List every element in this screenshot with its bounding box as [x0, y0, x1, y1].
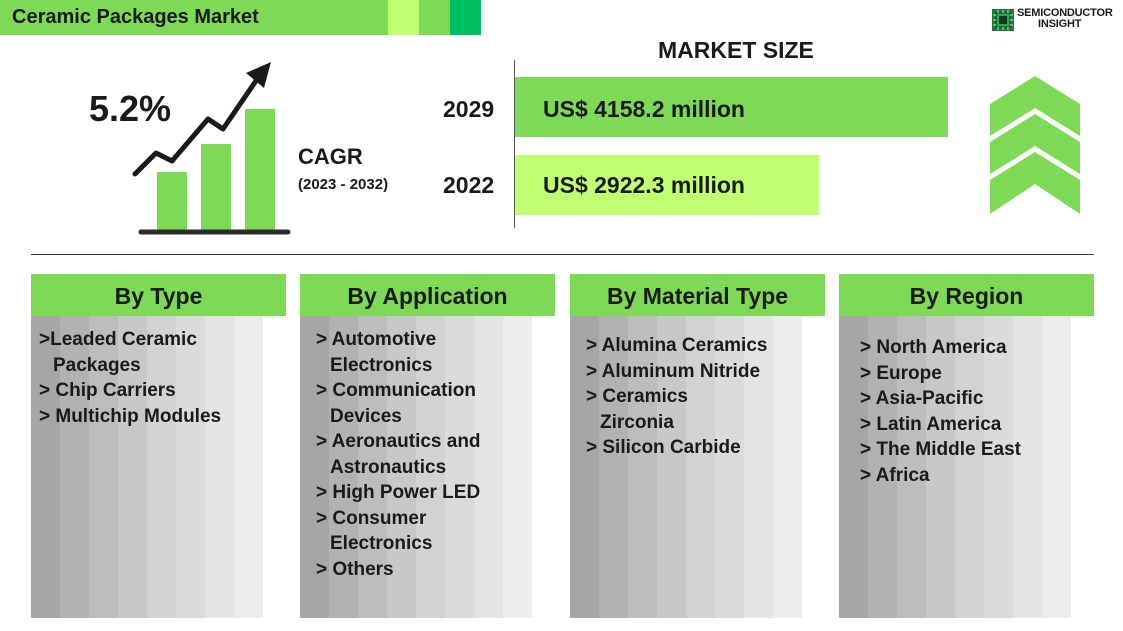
growth-bar-2 — [201, 144, 231, 230]
segment-header: By Application — [300, 274, 555, 316]
segment-list-item: > Others — [316, 558, 394, 580]
segment-list-item: > Communication — [316, 380, 476, 401]
segment-list: > North America > Europe > Asia-Pacific > L… — [860, 335, 1021, 488]
trend-line — [132, 69, 265, 177]
segment-body — [31, 316, 286, 618]
market-bar-label-2029: US$ 4158.2 million — [543, 96, 745, 122]
brand-logo: SEMICONDUCTOR INSIGHT — [992, 7, 1122, 33]
segment-header: By Type — [31, 274, 286, 316]
banner-decoration-dark — [450, 0, 481, 35]
segment-list-item: > Multichip Modules — [39, 405, 222, 427]
growth-bar-3 — [245, 109, 275, 230]
chip-icon — [992, 9, 1014, 31]
market-size-title: MARKET SIZE — [658, 37, 814, 63]
segment-list-item: Electronics — [330, 533, 433, 554]
cagr-period: (2023 - 2032) — [298, 176, 389, 193]
segment-title: By Material Type — [606, 283, 789, 309]
segment-list-item: > Asia-Pacific — [860, 388, 984, 409]
segment-list-item: Packages — [53, 354, 141, 376]
segment-list-item: Zirconia — [600, 411, 674, 433]
market-bar-2022: US$ 2922.3 million — [515, 155, 819, 215]
segment-body — [300, 316, 555, 618]
segment-header: By Material Type — [570, 274, 825, 316]
segment-list-item: > The Middle East — [860, 439, 1022, 460]
segment-list: > Alumina Ceramics > Aluminum Nitride > Ce… — [586, 333, 767, 461]
segment-list-item: > High Power LED — [316, 482, 481, 503]
segment-list-item: > Europe — [860, 362, 942, 384]
market-year-2029: 2029 — [443, 96, 495, 122]
segment-title: By Region — [909, 283, 1024, 309]
segment-list-item: > Automotive — [316, 329, 437, 350]
segment-list-item: > Aluminum Nitride — [586, 360, 761, 382]
segment-list-item: > Africa — [860, 464, 930, 486]
segment-title: By Application — [347, 283, 508, 309]
segment-by-material-type: By Material Type > Alumina Ceramics > Alu… — [570, 274, 825, 618]
segment-list-item: Devices — [330, 405, 402, 427]
segment-title: By Type — [114, 283, 203, 309]
title-banner: Ceramic Packages Market — [0, 0, 388, 35]
section-divider — [31, 254, 1094, 255]
logo-text-line1: SEMICONDUCTOR — [1017, 7, 1113, 19]
segment-list-item: > Aeronautics and — [316, 431, 481, 452]
segment-list-item: Astronautics — [330, 456, 447, 478]
segment-list-item: > North America — [860, 337, 1007, 358]
segment-list-item: > Latin America — [860, 413, 1002, 435]
page-title: Ceramic Packages Market — [12, 6, 259, 28]
segment-body — [570, 316, 825, 618]
segment-list-item: >Leaded Ceramic — [39, 329, 197, 350]
chevron-up-icon — [990, 76, 1080, 214]
growth-bar-1 — [157, 172, 187, 230]
segment-by-region: By Region > North America > Europe > Asia-… — [839, 274, 1094, 618]
segment-list-item: > Chip Carriers — [39, 380, 176, 401]
segment-list-item: > Ceramics — [586, 386, 688, 407]
market-bar-label-2022: US$ 2922.3 million — [543, 172, 745, 198]
market-year-2022: 2022 — [443, 172, 495, 198]
market-size-axis — [514, 60, 515, 228]
segment-header: By Region — [839, 274, 1094, 316]
banner-decoration-light — [388, 0, 419, 35]
banner-decoration-mid — [419, 0, 450, 35]
cagr-value: 5.2% — [89, 88, 172, 129]
trend-arrowhead — [246, 62, 271, 88]
growth-chart-icon — [132, 62, 291, 235]
segment-list-item: Electronics — [330, 354, 433, 376]
segment-list: >Leaded Ceramic Packages > Chip Carriers > … — [39, 327, 221, 429]
cagr-label: CAGR — [298, 144, 363, 169]
segment-by-application: By Application > Automotive Electronics > … — [300, 274, 555, 618]
segment-list-item: > Consumer — [316, 507, 427, 529]
segment-by-type: By Type >Leaded Ceramic Packages > Chip Ca… — [31, 274, 286, 618]
market-bar-2029: US$ 4158.2 million — [515, 77, 948, 137]
segment-list-item: > Silicon Carbide — [586, 437, 741, 458]
segment-list: > Automotive Electronics > Communication De… — [316, 327, 481, 582]
logo-text-line2: INSIGHT — [1038, 18, 1082, 30]
segment-body — [839, 316, 1094, 618]
segment-list-item: > Alumina Ceramics — [586, 335, 768, 356]
